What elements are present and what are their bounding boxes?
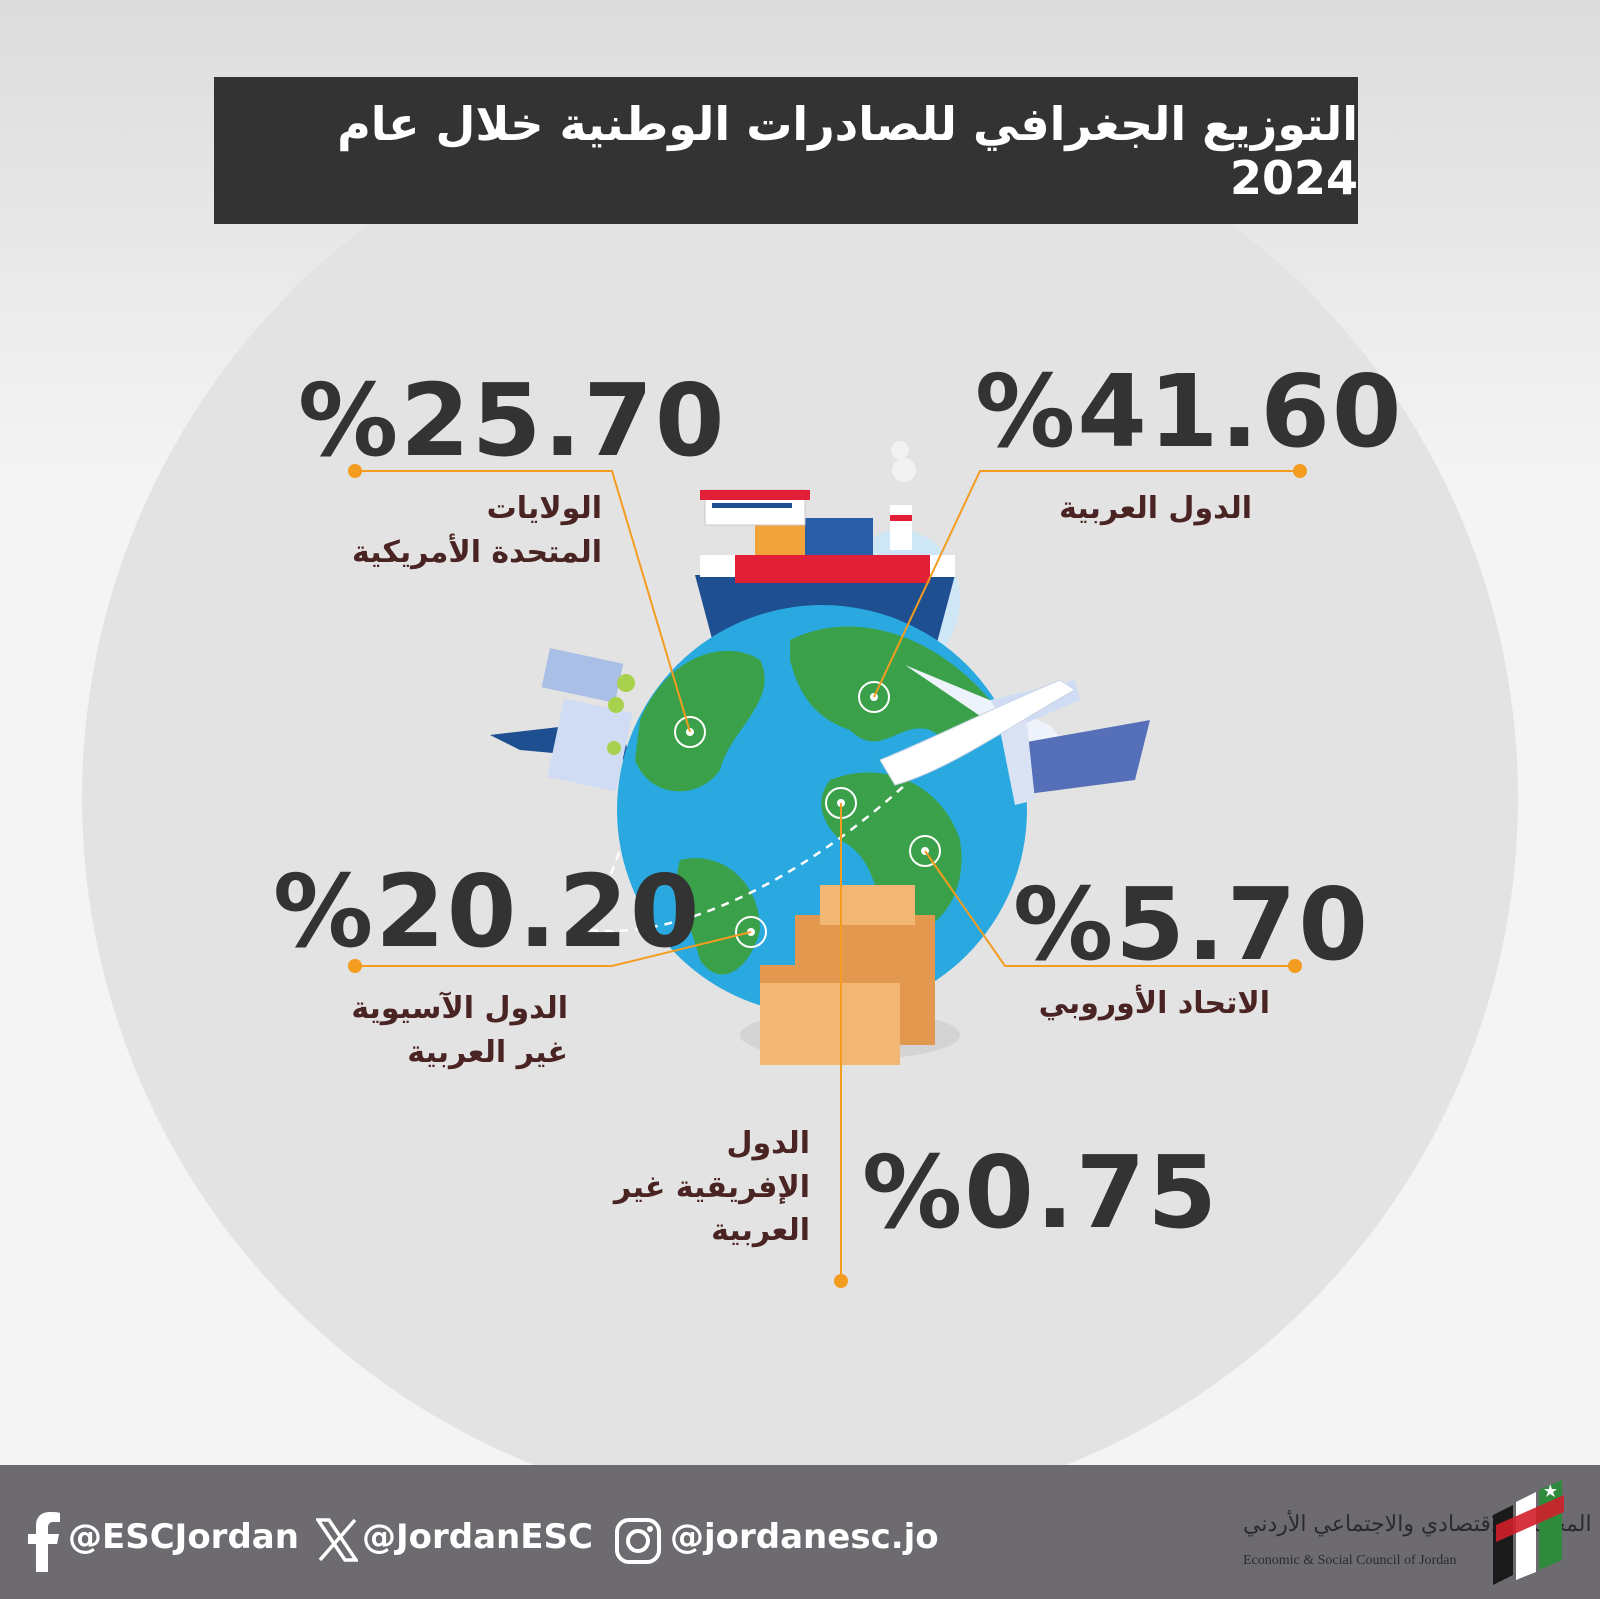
- label-line: المتحدة الأمريكية: [351, 534, 602, 570]
- x-handle[interactable]: @JordanESC: [362, 1517, 593, 1557]
- leader-lines: [355, 470, 1300, 1281]
- page-title: التوزيع الجغرافي للصادرات الوطنية خلال ع…: [337, 96, 1358, 205]
- label-line: الدول: [726, 1126, 810, 1161]
- value-african-non-arab: %0.75: [862, 1134, 1219, 1251]
- x-icon[interactable]: [316, 1518, 358, 1562]
- value-asian-non-arab: %20.20: [273, 853, 702, 970]
- globe-illustration: [348, 441, 1307, 1288]
- title-bar: التوزيع الجغرافي للصادرات الوطنية خلال ع…: [214, 77, 1358, 224]
- label-asian-non-arab: الدول الآسيوية غير العربية: [351, 987, 568, 1074]
- label-usa: الولايات المتحدة الأمريكية: [352, 487, 602, 574]
- label-line: الدول العربية: [1059, 491, 1252, 526]
- value-european-union: %5.70: [1013, 866, 1370, 983]
- airplane-icon: [879, 665, 1150, 805]
- label-african-non-arab: الدول الإفريقية غير العربية: [614, 1122, 810, 1253]
- label-line: الإفريقية غير: [613, 1169, 810, 1205]
- value-usa: %25.70: [298, 362, 727, 479]
- logo-english-name: Economic & Social Council of Jordan: [1243, 1553, 1457, 1568]
- label-line: الاتحاد الأوروبي: [1038, 986, 1270, 1021]
- label-european-union: الاتحاد الأوروبي: [1039, 982, 1270, 1026]
- label-line: العربية: [711, 1213, 810, 1248]
- cardboard-boxes-icon: [740, 885, 960, 1065]
- instagram-handle[interactable]: @jordanesc.jo: [670, 1517, 939, 1557]
- label-arab-countries: الدول العربية: [1059, 487, 1252, 531]
- label-line: الدول الآسيوية: [351, 991, 568, 1026]
- city-buildings-icon: [490, 648, 635, 792]
- jordan-logo-icon: [1493, 1480, 1564, 1585]
- label-line: غير العربية: [407, 1034, 568, 1070]
- footer: [0, 1465, 1600, 1599]
- label-line: الولايات: [486, 491, 602, 526]
- value-arab-countries: %41.60: [975, 353, 1404, 470]
- facebook-icon[interactable]: [26, 1512, 62, 1572]
- facebook-handle[interactable]: @ESCJordan: [68, 1517, 299, 1557]
- instagram-icon[interactable]: [614, 1517, 662, 1565]
